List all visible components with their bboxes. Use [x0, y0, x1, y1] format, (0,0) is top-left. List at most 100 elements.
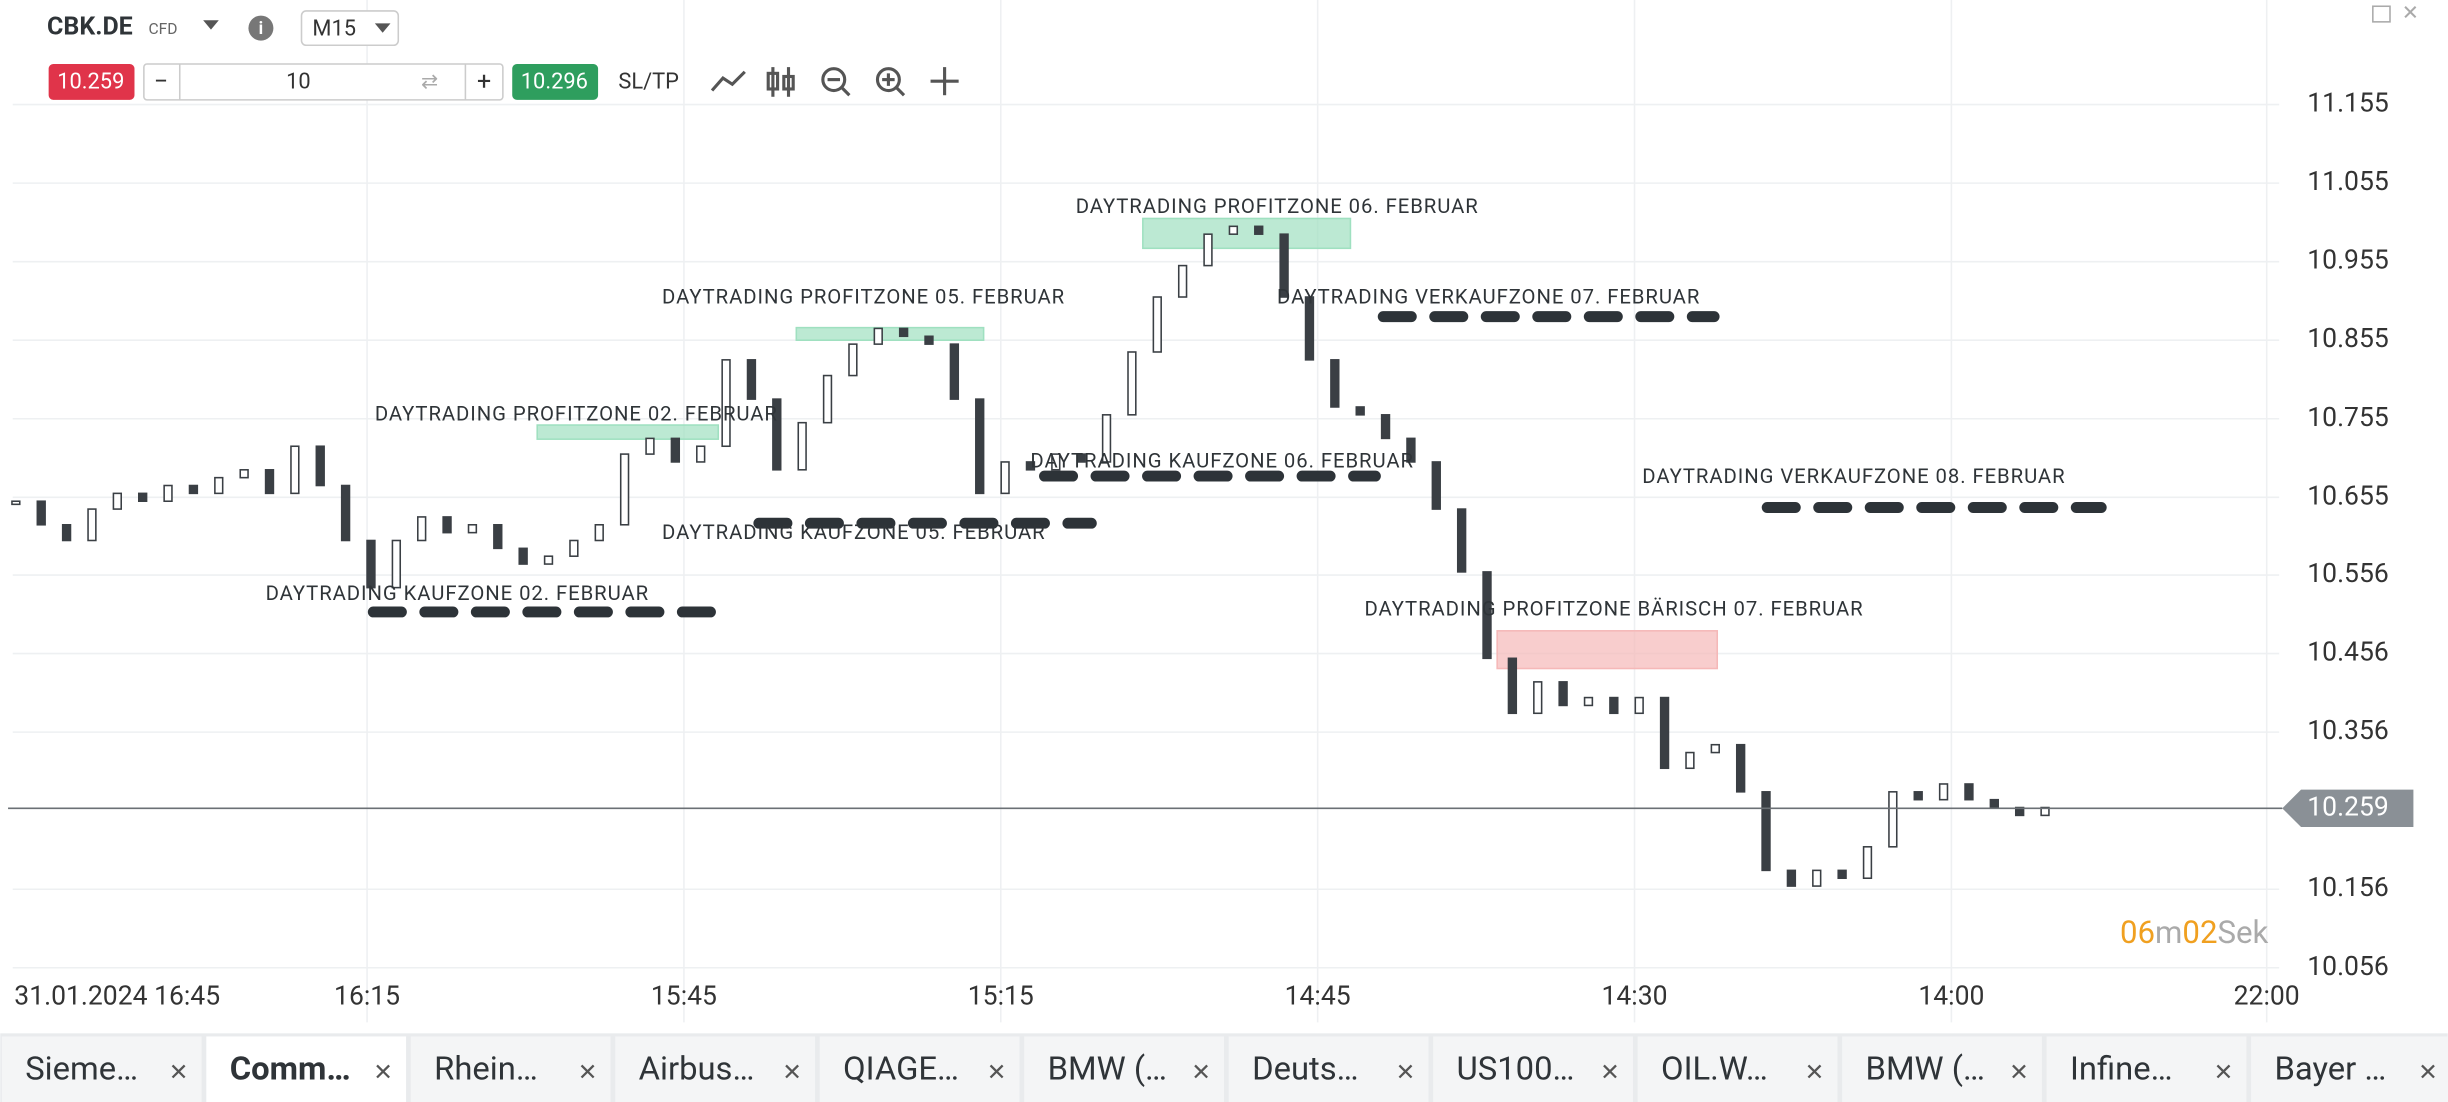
candle-body — [949, 343, 960, 400]
candle-body — [1938, 783, 1949, 801]
close-icon[interactable]: ✕ — [2402, 0, 2419, 24]
x-tick-label: 14:00 — [1918, 980, 1984, 1011]
candle-body — [1304, 296, 1315, 361]
info-glyph: i — [259, 19, 264, 39]
info-icon[interactable] — [248, 15, 274, 41]
volume[interactable]: 10 — [286, 69, 311, 94]
candle-body — [1685, 751, 1695, 770]
candle-body — [467, 524, 478, 534]
candle-body — [1609, 696, 1619, 715]
zoom-in-icon[interactable] — [875, 67, 906, 97]
candle-type-icon[interactable] — [766, 67, 795, 97]
x-tick-label: 14:30 — [1602, 980, 1668, 1011]
tab-label[interactable]: Rhein… — [434, 1050, 538, 1088]
tab-label[interactable]: Deuts… — [1252, 1050, 1358, 1088]
volume-box[interactable] — [143, 63, 504, 101]
tab[interactable] — [1433, 1036, 1633, 1102]
y-tick-label: 10.456 — [2307, 637, 2389, 668]
candle-body — [746, 359, 757, 400]
candle-body — [1989, 798, 1999, 809]
buy-price: 10.296 — [521, 69, 588, 94]
tab[interactable] — [1228, 1036, 1429, 1102]
tab-label[interactable]: Infine… — [2070, 1050, 2173, 1088]
tab-close[interactable]: ✕ — [1191, 1058, 1211, 1086]
candle-body — [239, 469, 249, 479]
candle-body — [1456, 508, 1467, 573]
pan-icon[interactable] — [930, 67, 959, 96]
symbol-dropdown[interactable] — [203, 20, 219, 30]
tab-close[interactable]: ✕ — [782, 1058, 802, 1086]
minimize-icon[interactable] — [2372, 5, 2391, 23]
line-tool-icon[interactable] — [710, 70, 746, 92]
tab-label[interactable]: Sieme… — [25, 1050, 138, 1088]
tab[interactable] — [1842, 1036, 2042, 1102]
y-tick-label: 10.556 — [2307, 558, 2389, 589]
candle-body — [1177, 264, 1188, 298]
tab-label[interactable]: US100… — [1457, 1050, 1575, 1088]
tab-close[interactable]: ✕ — [1600, 1058, 1620, 1086]
sell-button[interactable] — [48, 63, 135, 100]
tab-close[interactable]: ✕ — [987, 1058, 1007, 1086]
tab[interactable] — [1637, 1036, 1838, 1102]
sltp-button[interactable]: SL/TP — [618, 69, 679, 94]
zone-label: DAYTRADING PROFITZONE BÄRISCH 07. FEBRUA… — [1364, 597, 1863, 621]
tab-label[interactable]: Comm… — [230, 1050, 351, 1088]
timeframe-dropdown — [374, 23, 391, 33]
candle-body — [1533, 681, 1543, 715]
tab-close[interactable]: ✕ — [1805, 1058, 1825, 1086]
tab[interactable] — [819, 1036, 1020, 1102]
candle-body — [924, 335, 934, 345]
tab-close[interactable]: ✕ — [373, 1058, 393, 1086]
tab-label[interactable]: Airbus… — [639, 1050, 755, 1088]
candle-body — [391, 539, 402, 589]
tab[interactable] — [615, 1036, 816, 1102]
tab-label[interactable]: OIL.W… — [1661, 1050, 1768, 1088]
y-tick-label: 10.356 — [2307, 715, 2389, 746]
candle-body — [594, 524, 604, 542]
tab[interactable] — [2046, 1036, 2247, 1102]
tab-close[interactable]: ✕ — [2009, 1058, 2029, 1086]
candle-body — [366, 539, 376, 589]
candle-body — [1634, 696, 1644, 715]
candle-body — [1964, 783, 1974, 801]
candle-body — [1355, 406, 1365, 416]
timeframe-box[interactable] — [300, 10, 400, 47]
tab-close[interactable]: ✕ — [2214, 1058, 2234, 1086]
candle-body — [163, 484, 173, 503]
swap-icon[interactable]: ⇄ — [421, 69, 438, 93]
tab-label[interactable]: Bayer … — [2274, 1050, 2386, 1088]
sell-price: 10.259 — [57, 69, 124, 94]
candle-body — [1076, 453, 1086, 463]
tab[interactable] — [206, 1036, 407, 1102]
tab[interactable] — [2251, 1036, 2448, 1102]
x-tick-label: 15:45 — [651, 980, 717, 1011]
candle-body — [518, 547, 528, 565]
candle-body — [1659, 696, 1670, 770]
tab-close[interactable]: ✕ — [578, 1058, 598, 1086]
x-tick-label: 15:15 — [968, 980, 1034, 1011]
zoom-out-icon[interactable] — [821, 67, 851, 97]
candle-body — [1203, 233, 1213, 267]
tab-label[interactable]: BMW (… — [1866, 1050, 1985, 1088]
candle-body — [873, 327, 883, 345]
tab[interactable] — [410, 1036, 611, 1102]
tab-label[interactable]: BMW (… — [1048, 1050, 1167, 1088]
candle-body — [87, 508, 97, 542]
symbol[interactable]: CBK.DE — [47, 13, 133, 42]
candle-body — [188, 484, 199, 495]
tab-close[interactable]: ✕ — [169, 1058, 189, 1086]
candle-body — [442, 516, 452, 534]
countdown: 06m02Sek — [2120, 914, 2269, 951]
tab-close[interactable]: ✕ — [2418, 1058, 2438, 1086]
increase-button[interactable]: + — [477, 67, 491, 96]
y-tick-label: 10.955 — [2307, 245, 2389, 276]
countdown-seconds-unit: Sek — [2217, 914, 2268, 951]
tab[interactable] — [1, 1036, 202, 1102]
current-price-label: 10.259 — [2307, 791, 2389, 822]
tab-close[interactable]: ✕ — [1396, 1058, 1416, 1086]
tab-label[interactable]: QIAGE… — [843, 1050, 959, 1088]
candle-body — [2014, 806, 2025, 817]
tab[interactable] — [1024, 1036, 1224, 1102]
buy-button[interactable] — [512, 63, 599, 100]
decrease-button[interactable]: − — [154, 67, 168, 96]
